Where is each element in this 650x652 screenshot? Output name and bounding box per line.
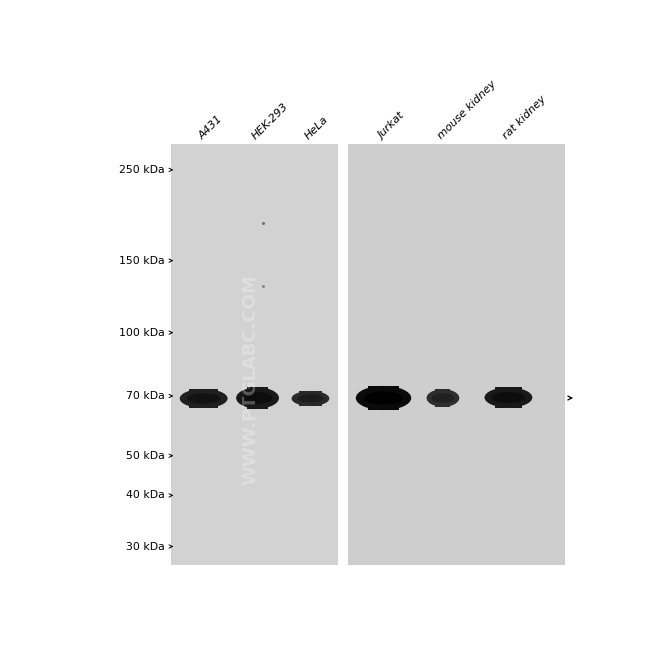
Ellipse shape	[292, 391, 330, 406]
FancyBboxPatch shape	[171, 143, 338, 565]
Text: mouse kidney: mouse kidney	[436, 79, 498, 141]
Text: 100 kDa: 100 kDa	[119, 328, 165, 338]
Text: HEK-293: HEK-293	[250, 101, 291, 141]
Text: 40 kDa: 40 kDa	[126, 490, 165, 500]
Ellipse shape	[180, 389, 227, 408]
Text: Jurkat: Jurkat	[376, 111, 406, 141]
Text: HeLa: HeLa	[304, 114, 330, 141]
Ellipse shape	[242, 393, 272, 404]
FancyBboxPatch shape	[495, 387, 523, 408]
FancyBboxPatch shape	[436, 389, 450, 407]
Ellipse shape	[297, 394, 324, 403]
FancyBboxPatch shape	[368, 386, 399, 410]
FancyBboxPatch shape	[299, 391, 322, 406]
FancyBboxPatch shape	[189, 389, 218, 408]
Ellipse shape	[484, 387, 532, 408]
Text: A431: A431	[196, 113, 224, 141]
Ellipse shape	[356, 386, 411, 410]
FancyBboxPatch shape	[348, 143, 565, 565]
FancyBboxPatch shape	[247, 387, 268, 409]
Text: 30 kDa: 30 kDa	[126, 542, 165, 552]
Text: rat kidney: rat kidney	[501, 94, 549, 141]
Ellipse shape	[426, 389, 460, 407]
Ellipse shape	[364, 391, 403, 405]
Ellipse shape	[187, 393, 220, 404]
Text: WWW.PTGLABC.COM: WWW.PTGLABC.COM	[241, 274, 259, 485]
Ellipse shape	[491, 392, 525, 403]
Ellipse shape	[432, 393, 454, 403]
Ellipse shape	[236, 387, 279, 409]
Text: 250 kDa: 250 kDa	[119, 165, 165, 175]
Text: 70 kDa: 70 kDa	[126, 391, 165, 401]
Text: 50 kDa: 50 kDa	[126, 451, 165, 461]
Text: 150 kDa: 150 kDa	[119, 256, 165, 265]
